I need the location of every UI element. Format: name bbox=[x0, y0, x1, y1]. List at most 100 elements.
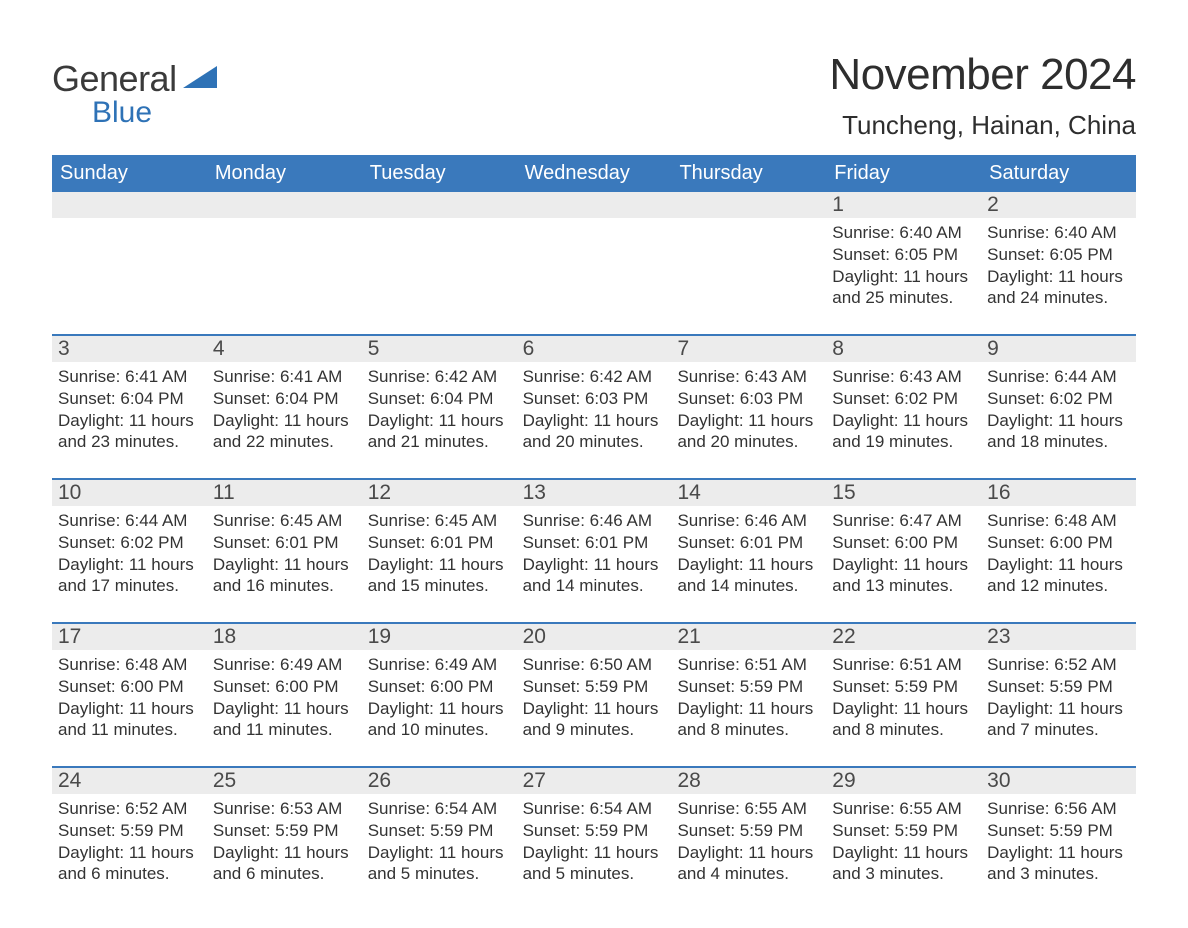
day-details: Sunrise: 6:45 AMSunset: 6:01 PMDaylight:… bbox=[207, 506, 362, 599]
sunrise-line: Sunrise: 6:40 AM bbox=[832, 222, 975, 244]
daylight-line: Daylight: 11 hours and 5 minutes. bbox=[523, 842, 666, 886]
week-row: 10Sunrise: 6:44 AMSunset: 6:02 PMDayligh… bbox=[52, 478, 1136, 600]
sunrise-line: Sunrise: 6:44 AM bbox=[58, 510, 201, 532]
daylight-line: Daylight: 11 hours and 11 minutes. bbox=[58, 698, 201, 742]
sunrise-line: Sunrise: 6:49 AM bbox=[368, 654, 511, 676]
daylight-line: Daylight: 11 hours and 23 minutes. bbox=[58, 410, 201, 454]
daylight-line: Daylight: 11 hours and 4 minutes. bbox=[677, 842, 820, 886]
sunrise-line: Sunrise: 6:52 AM bbox=[987, 654, 1130, 676]
day-number bbox=[362, 192, 517, 218]
sunset-line: Sunset: 6:03 PM bbox=[523, 388, 666, 410]
sunrise-line: Sunrise: 6:52 AM bbox=[58, 798, 201, 820]
daylight-line: Daylight: 11 hours and 22 minutes. bbox=[213, 410, 356, 454]
sunset-line: Sunset: 6:02 PM bbox=[832, 388, 975, 410]
day-details: Sunrise: 6:51 AMSunset: 5:59 PMDaylight:… bbox=[826, 650, 981, 743]
sunrise-line: Sunrise: 6:54 AM bbox=[523, 798, 666, 820]
daylight-line: Daylight: 11 hours and 6 minutes. bbox=[58, 842, 201, 886]
day-number: 26 bbox=[362, 768, 517, 794]
day-cell: 8Sunrise: 6:43 AMSunset: 6:02 PMDaylight… bbox=[826, 336, 981, 456]
daylight-line: Daylight: 11 hours and 12 minutes. bbox=[987, 554, 1130, 598]
daylight-line: Daylight: 11 hours and 24 minutes. bbox=[987, 266, 1130, 310]
daylight-line: Daylight: 11 hours and 20 minutes. bbox=[677, 410, 820, 454]
day-number: 1 bbox=[826, 192, 981, 218]
sunset-line: Sunset: 6:00 PM bbox=[987, 532, 1130, 554]
day-cell: 15Sunrise: 6:47 AMSunset: 6:00 PMDayligh… bbox=[826, 480, 981, 600]
weekday-header-cell: Saturday bbox=[981, 155, 1136, 192]
day-details: Sunrise: 6:41 AMSunset: 6:04 PMDaylight:… bbox=[207, 362, 362, 455]
day-number bbox=[671, 192, 826, 218]
month-title: November 2024 bbox=[829, 50, 1136, 100]
sunset-line: Sunset: 6:00 PM bbox=[213, 676, 356, 698]
day-cell: 1Sunrise: 6:40 AMSunset: 6:05 PMDaylight… bbox=[826, 192, 981, 312]
sunset-line: Sunset: 6:02 PM bbox=[58, 532, 201, 554]
page: General Blue November 2024 Tuncheng, Hai… bbox=[0, 0, 1188, 928]
day-details: Sunrise: 6:54 AMSunset: 5:59 PMDaylight:… bbox=[362, 794, 517, 887]
sunset-line: Sunset: 6:04 PM bbox=[58, 388, 201, 410]
day-number: 5 bbox=[362, 336, 517, 362]
weeks-container: 1Sunrise: 6:40 AMSunset: 6:05 PMDaylight… bbox=[52, 192, 1136, 888]
sunrise-line: Sunrise: 6:48 AM bbox=[58, 654, 201, 676]
sunset-line: Sunset: 6:05 PM bbox=[987, 244, 1130, 266]
sunrise-line: Sunrise: 6:53 AM bbox=[213, 798, 356, 820]
day-cell bbox=[52, 192, 207, 312]
day-number: 11 bbox=[207, 480, 362, 506]
day-details: Sunrise: 6:55 AMSunset: 5:59 PMDaylight:… bbox=[671, 794, 826, 887]
day-number: 15 bbox=[826, 480, 981, 506]
day-cell: 26Sunrise: 6:54 AMSunset: 5:59 PMDayligh… bbox=[362, 768, 517, 888]
day-cell: 23Sunrise: 6:52 AMSunset: 5:59 PMDayligh… bbox=[981, 624, 1136, 744]
day-cell bbox=[362, 192, 517, 312]
sunset-line: Sunset: 6:00 PM bbox=[832, 532, 975, 554]
sunset-line: Sunset: 6:00 PM bbox=[368, 676, 511, 698]
sunset-line: Sunset: 5:59 PM bbox=[677, 820, 820, 842]
daylight-line: Daylight: 11 hours and 18 minutes. bbox=[987, 410, 1130, 454]
daylight-line: Daylight: 11 hours and 5 minutes. bbox=[368, 842, 511, 886]
sunset-line: Sunset: 6:01 PM bbox=[368, 532, 511, 554]
day-cell: 6Sunrise: 6:42 AMSunset: 6:03 PMDaylight… bbox=[517, 336, 672, 456]
sunset-line: Sunset: 5:59 PM bbox=[368, 820, 511, 842]
day-cell: 16Sunrise: 6:48 AMSunset: 6:00 PMDayligh… bbox=[981, 480, 1136, 600]
day-number: 9 bbox=[981, 336, 1136, 362]
daylight-line: Daylight: 11 hours and 11 minutes. bbox=[213, 698, 356, 742]
sunrise-line: Sunrise: 6:41 AM bbox=[213, 366, 356, 388]
day-cell bbox=[671, 192, 826, 312]
logo: General Blue bbox=[52, 50, 217, 130]
sunset-line: Sunset: 6:04 PM bbox=[368, 388, 511, 410]
day-cell: 2Sunrise: 6:40 AMSunset: 6:05 PMDaylight… bbox=[981, 192, 1136, 312]
sunrise-line: Sunrise: 6:45 AM bbox=[368, 510, 511, 532]
sunset-line: Sunset: 5:59 PM bbox=[677, 676, 820, 698]
daylight-line: Daylight: 11 hours and 21 minutes. bbox=[368, 410, 511, 454]
sunrise-line: Sunrise: 6:41 AM bbox=[58, 366, 201, 388]
sunrise-line: Sunrise: 6:48 AM bbox=[987, 510, 1130, 532]
day-details: Sunrise: 6:45 AMSunset: 6:01 PMDaylight:… bbox=[362, 506, 517, 599]
day-number: 21 bbox=[671, 624, 826, 650]
daylight-line: Daylight: 11 hours and 8 minutes. bbox=[677, 698, 820, 742]
sunset-line: Sunset: 5:59 PM bbox=[987, 820, 1130, 842]
day-details: Sunrise: 6:51 AMSunset: 5:59 PMDaylight:… bbox=[671, 650, 826, 743]
day-details: Sunrise: 6:44 AMSunset: 6:02 PMDaylight:… bbox=[52, 506, 207, 599]
day-details: Sunrise: 6:53 AMSunset: 5:59 PMDaylight:… bbox=[207, 794, 362, 887]
sunset-line: Sunset: 5:59 PM bbox=[58, 820, 201, 842]
day-number: 25 bbox=[207, 768, 362, 794]
day-details: Sunrise: 6:49 AMSunset: 6:00 PMDaylight:… bbox=[207, 650, 362, 743]
day-details: Sunrise: 6:48 AMSunset: 6:00 PMDaylight:… bbox=[981, 506, 1136, 599]
day-details: Sunrise: 6:56 AMSunset: 5:59 PMDaylight:… bbox=[981, 794, 1136, 887]
day-cell: 7Sunrise: 6:43 AMSunset: 6:03 PMDaylight… bbox=[671, 336, 826, 456]
daylight-line: Daylight: 11 hours and 25 minutes. bbox=[832, 266, 975, 310]
sunrise-line: Sunrise: 6:46 AM bbox=[677, 510, 820, 532]
day-cell: 18Sunrise: 6:49 AMSunset: 6:00 PMDayligh… bbox=[207, 624, 362, 744]
daylight-line: Daylight: 11 hours and 17 minutes. bbox=[58, 554, 201, 598]
day-number: 6 bbox=[517, 336, 672, 362]
sunrise-line: Sunrise: 6:55 AM bbox=[677, 798, 820, 820]
sunrise-line: Sunrise: 6:49 AM bbox=[213, 654, 356, 676]
day-details: Sunrise: 6:54 AMSunset: 5:59 PMDaylight:… bbox=[517, 794, 672, 887]
day-details: Sunrise: 6:46 AMSunset: 6:01 PMDaylight:… bbox=[517, 506, 672, 599]
day-cell: 20Sunrise: 6:50 AMSunset: 5:59 PMDayligh… bbox=[517, 624, 672, 744]
day-cell: 11Sunrise: 6:45 AMSunset: 6:01 PMDayligh… bbox=[207, 480, 362, 600]
sunrise-line: Sunrise: 6:50 AM bbox=[523, 654, 666, 676]
day-number: 19 bbox=[362, 624, 517, 650]
sunrise-line: Sunrise: 6:42 AM bbox=[523, 366, 666, 388]
daylight-line: Daylight: 11 hours and 14 minutes. bbox=[677, 554, 820, 598]
daylight-line: Daylight: 11 hours and 8 minutes. bbox=[832, 698, 975, 742]
day-cell: 4Sunrise: 6:41 AMSunset: 6:04 PMDaylight… bbox=[207, 336, 362, 456]
sunrise-line: Sunrise: 6:42 AM bbox=[368, 366, 511, 388]
